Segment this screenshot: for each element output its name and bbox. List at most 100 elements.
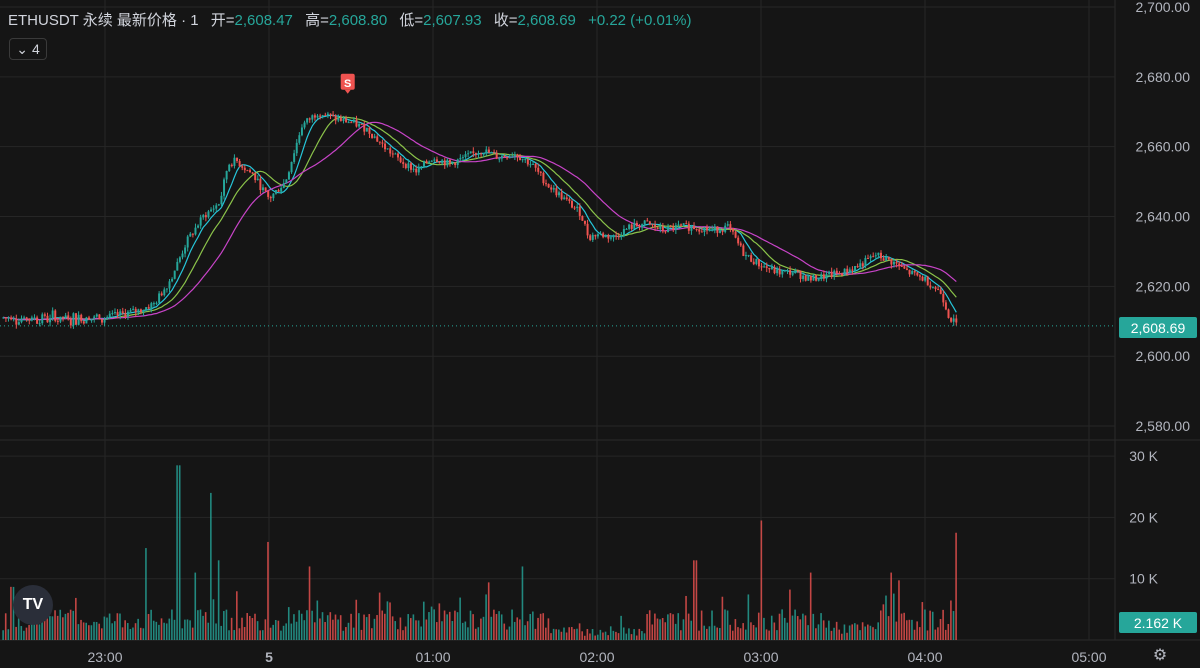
candle-body	[493, 152, 496, 154]
candle-body	[295, 142, 298, 154]
volume-bar	[874, 629, 877, 640]
volume-bar	[147, 614, 150, 640]
volume-bar	[503, 623, 506, 640]
candle-body	[744, 255, 747, 257]
volume-bar	[726, 610, 729, 640]
time-tick-label: 23:00	[87, 649, 122, 665]
volume-bar	[321, 612, 324, 640]
candle-body	[373, 136, 376, 138]
time-tick-label: 02:00	[579, 649, 614, 665]
volume-bar	[150, 609, 152, 640]
candlestick-series	[2, 111, 958, 329]
candle-body	[230, 164, 233, 166]
volume-bar	[685, 595, 687, 640]
volume-bar	[680, 630, 682, 640]
volume-bar	[422, 601, 425, 640]
candle-body	[20, 318, 23, 323]
volume-bar	[100, 628, 103, 640]
volume-bar	[352, 627, 355, 640]
volume-bar	[238, 628, 241, 640]
volume-bar	[519, 619, 521, 640]
volume-bar	[347, 622, 350, 640]
candle-body	[911, 271, 914, 275]
volume-bar	[124, 620, 126, 640]
candle-body	[539, 171, 542, 173]
candle-body	[409, 163, 412, 170]
candle-body	[241, 166, 244, 168]
volume-bar	[376, 615, 378, 640]
volume-bar	[137, 618, 139, 640]
ma-line-mid	[3, 116, 957, 321]
candle-body	[576, 206, 579, 208]
time-tick-label: 03:00	[743, 649, 778, 665]
volume-bar	[254, 613, 256, 640]
tradingview-logo-icon[interactable]: TV	[13, 585, 53, 625]
volume-bar	[576, 628, 578, 640]
volume-bar	[911, 619, 913, 640]
volume-bar	[15, 626, 17, 640]
volume-bar	[830, 630, 833, 640]
volume-bar	[204, 612, 207, 640]
volume-bar	[612, 630, 615, 640]
indicator-toggle-button[interactable]: ⌄ 4	[9, 38, 47, 60]
volume-bar	[33, 621, 36, 640]
candle-body	[796, 270, 799, 272]
volume-bar	[272, 624, 274, 640]
candle-body	[550, 187, 553, 190]
symbol-title[interactable]: ETHUSDT 永续 最新价格 · 1	[8, 12, 199, 29]
volume-bar	[742, 623, 744, 640]
candle-body	[519, 157, 522, 161]
candle-body	[178, 257, 181, 262]
volume-bar	[43, 615, 46, 640]
candle-body	[783, 270, 786, 272]
settings-gear-icon[interactable]: ⚙	[1152, 647, 1168, 664]
volume-bar	[828, 620, 830, 640]
candle-body	[236, 157, 239, 162]
candle-body	[417, 166, 420, 173]
candle-body	[261, 187, 264, 191]
candle-body	[586, 223, 589, 236]
candle-body	[487, 149, 490, 153]
candle-body	[669, 226, 672, 228]
volume-bar	[638, 628, 641, 640]
candle-body	[82, 321, 85, 324]
candle-body	[28, 318, 31, 321]
sell-marker[interactable]: S	[340, 73, 355, 94]
moving-average-lines	[3, 114, 957, 322]
candle-body	[337, 118, 340, 121]
candle-body	[378, 141, 381, 143]
volume-bar	[887, 616, 890, 640]
volume-bar	[108, 613, 111, 640]
volume-bar	[264, 619, 267, 640]
candle-body	[121, 311, 124, 313]
volume-bar	[812, 613, 815, 640]
candle-body	[158, 293, 161, 303]
candle-body	[132, 308, 135, 311]
volume-bar	[210, 492, 212, 640]
close-value: 2,608.69	[517, 12, 576, 29]
candle-body	[376, 136, 379, 142]
volume-bar	[132, 627, 134, 640]
candle-body	[817, 278, 820, 281]
candle-body	[931, 287, 934, 289]
volume-bar	[708, 626, 711, 640]
chart-legend: ETHUSDT 永续 最新价格 · 1 开=2,608.47 高=2,608.8…	[8, 9, 691, 30]
candle-body	[609, 237, 612, 239]
volume-bar	[672, 614, 674, 640]
candle-body	[664, 231, 667, 233]
chevron-down-icon: ⌄	[16, 40, 28, 57]
volume-bar	[230, 617, 233, 640]
candle-body	[921, 276, 924, 281]
volume-bar	[300, 613, 303, 640]
candle-body	[298, 135, 301, 143]
candle-body	[2, 317, 5, 319]
volume-bar	[617, 633, 620, 640]
candle-body	[861, 263, 864, 267]
volume-bar	[72, 610, 75, 640]
volume-bar	[843, 624, 846, 640]
candle-body	[918, 275, 921, 277]
candle-body	[950, 317, 953, 322]
price-tick-label: 2,700.00	[1136, 0, 1191, 15]
candle-body	[365, 127, 368, 132]
